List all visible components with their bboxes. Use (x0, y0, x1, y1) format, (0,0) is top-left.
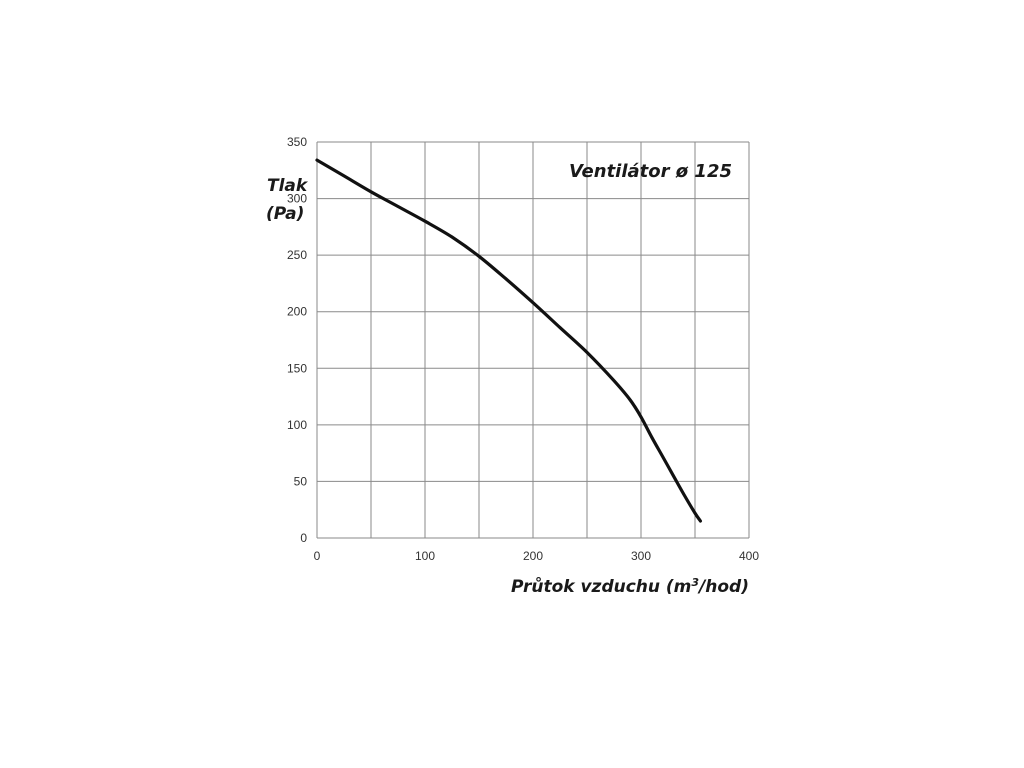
y-tick-label: 150 (287, 361, 307, 375)
x-axis-label-suffix: /hod) (697, 577, 749, 597)
y-tick-label: 200 (287, 305, 307, 319)
x-axis-label: Průtok vzduchu (m3/hod) (511, 576, 749, 597)
y-tick-label: 0 (300, 531, 307, 545)
y-tick-label: 50 (294, 474, 308, 488)
series-line (315, 158, 702, 523)
x-axis-label-prefix: Průtok vzduchu (m (511, 576, 691, 597)
x-tick-label: 0 (314, 549, 321, 563)
x-tick-label: 200 (523, 549, 543, 563)
tick-labels: 0 100 200 300 400 0 50 100 150 200 250 300 350 (287, 135, 759, 563)
y-tick-label: 250 (287, 248, 307, 262)
y-axis-label-line2: (Pa) (266, 204, 304, 224)
x-tick-label: 300 (631, 549, 651, 563)
y-axis-label-line1: Tlak (267, 176, 309, 196)
y-tick-label: 100 (287, 418, 307, 432)
y-tick-label: 350 (287, 135, 307, 149)
x-tick-label: 400 (739, 549, 759, 563)
x-axis-label-sup: 3 (691, 576, 699, 589)
chart-title: Ventilátor ø 125 (569, 161, 732, 182)
y-tick-label: 300 (287, 192, 307, 206)
grid (316, 141, 750, 539)
x-tick-label: 100 (415, 549, 435, 563)
